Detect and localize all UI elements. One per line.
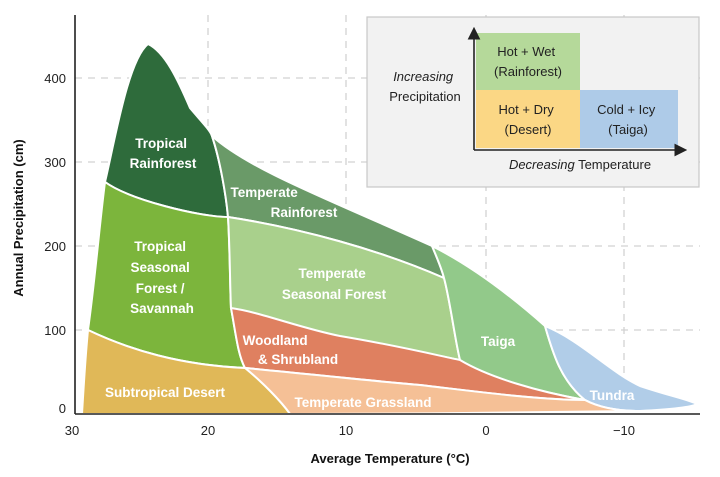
y-axis-title: Annual Precipitation (cm)	[11, 139, 26, 296]
label-tropical-seasonal-line3: Forest /	[136, 281, 185, 296]
axes	[74, 15, 700, 415]
label-woodland-shrubland: Woodland & Shrubland	[243, 333, 339, 367]
legend-wet-cell	[476, 33, 580, 90]
label-temperate-rainforest: Temperate Rainforest	[230, 185, 337, 220]
legend-x-label-rest: Temperature	[575, 157, 651, 172]
legend-x-label: Decreasing Temperature	[509, 157, 651, 172]
legend-icy-line2: (Taiga)	[608, 122, 648, 137]
label-tropical-seasonal-line2: Seasonal	[130, 260, 189, 275]
label-tropical-rainforest: Tropical Rainforest	[130, 136, 197, 171]
x-tick-10: 10	[339, 423, 353, 438]
legend-dry-label: Hot + Dry (Desert)	[499, 102, 558, 137]
label-temperate-grassland: Temperate Grassland	[294, 395, 431, 410]
biome-labels: Tropical Rainforest Temperate Rainforest…	[105, 136, 635, 410]
y-tick-400: 400	[44, 71, 66, 86]
legend-icy-line1: Cold + Icy	[597, 102, 656, 117]
y-tick-0: 0	[59, 401, 66, 416]
legend-dry-line1: Hot + Dry	[499, 102, 555, 117]
label-temperate-seasonal-line1: Temperate	[298, 266, 366, 281]
x-tick-labels: 30 20 10 0 −10	[65, 423, 635, 438]
legend-y-label-line1: Increasing	[393, 69, 454, 84]
label-tundra: Tundra	[590, 388, 635, 403]
legend-x-label-italic: Decreasing	[509, 157, 576, 172]
legend-dry-cell	[476, 90, 580, 148]
legend-dry-line2: (Desert)	[505, 122, 552, 137]
label-subtropical-desert: Subtropical Desert	[105, 385, 226, 400]
label-tropical-rainforest-line1: Tropical	[135, 136, 187, 151]
label-tropical-rainforest-line2: Rainforest	[130, 156, 197, 171]
legend: Hot + Wet (Rainforest) Hot + Dry (Desert…	[366, 16, 700, 188]
x-tick-0: 0	[482, 423, 489, 438]
label-woodland-line2: & Shrubland	[258, 352, 338, 367]
biome-regions	[80, 42, 700, 416]
label-tropical-seasonal-forest: Tropical Seasonal Forest / Savannah	[130, 239, 194, 316]
label-taiga: Taiga	[481, 334, 516, 349]
y-tick-300: 300	[44, 155, 66, 170]
legend-wet-label: Hot + Wet (Rainforest)	[494, 44, 562, 79]
label-temperate-seasonal-line2: Seasonal Forest	[282, 287, 387, 302]
legend-y-label: Increasing Precipitation	[389, 69, 461, 104]
label-tropical-seasonal-line1: Tropical	[134, 239, 186, 254]
region-subtropical-desert	[80, 328, 292, 415]
label-temperate-rainforest-line2: Rainforest	[271, 205, 338, 220]
label-temperate-seasonal-forest: Temperate Seasonal Forest	[282, 266, 387, 302]
legend-icy-cell	[580, 90, 678, 148]
legend-icy-label: Cold + Icy (Taiga)	[597, 102, 659, 137]
label-tropical-seasonal-line4: Savannah	[130, 301, 194, 316]
legend-wet-line2: (Rainforest)	[494, 64, 562, 79]
label-woodland-line1: Woodland	[243, 333, 308, 348]
y-tick-labels: 0 100 200 300 400	[44, 71, 66, 416]
y-tick-200: 200	[44, 239, 66, 254]
x-tick-20: 20	[201, 423, 215, 438]
label-temperate-rainforest-line1: Temperate	[230, 185, 298, 200]
legend-wet-line1: Hot + Wet	[497, 44, 555, 59]
y-tick-100: 100	[44, 323, 66, 338]
x-tick-30: 30	[65, 423, 79, 438]
legend-y-label-line2: Precipitation	[389, 89, 461, 104]
x-tick-minus-10: −10	[613, 423, 635, 438]
region-tundra	[543, 324, 700, 413]
x-axis-title: Average Temperature (°C)	[310, 451, 469, 466]
